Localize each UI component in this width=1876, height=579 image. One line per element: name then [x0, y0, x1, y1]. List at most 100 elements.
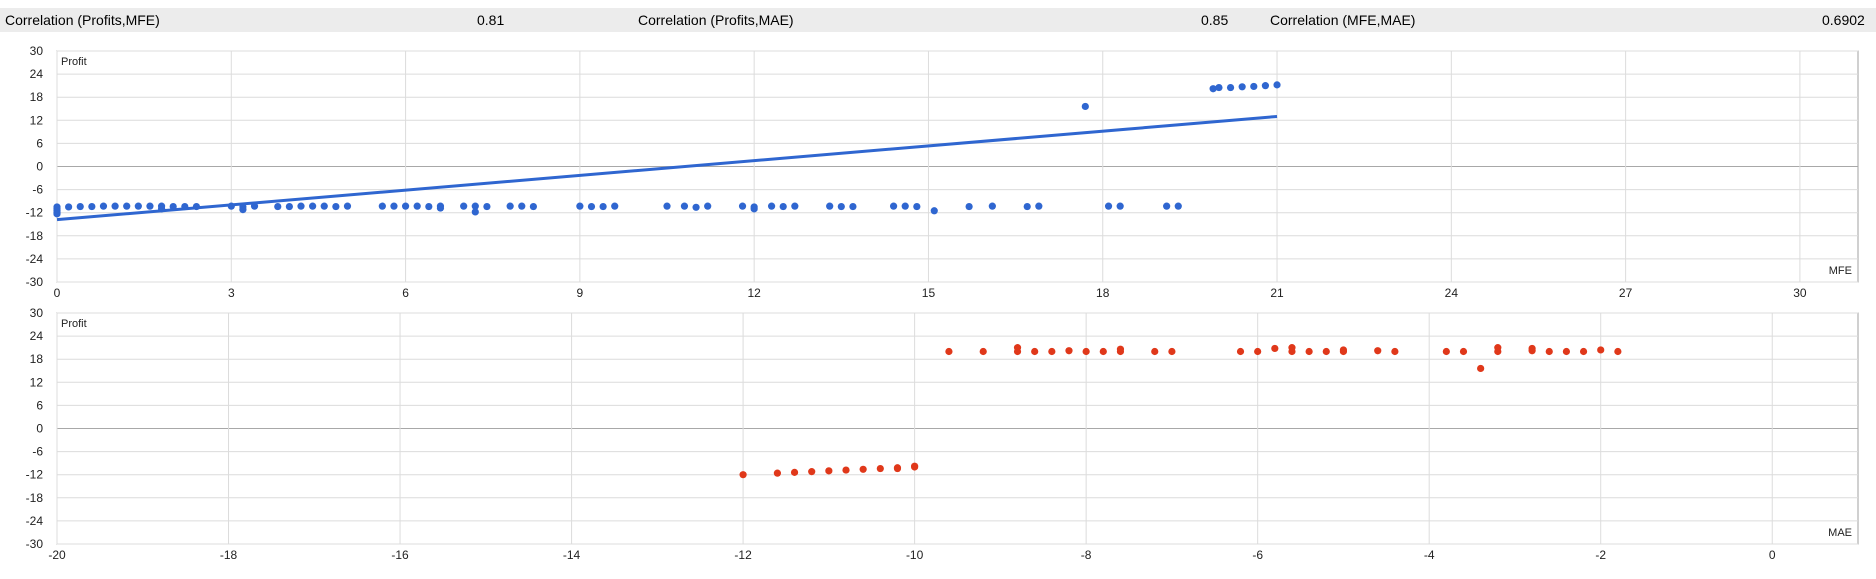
mfe-data-point: [297, 202, 305, 210]
mae-y-tick-label: 30: [30, 306, 44, 320]
mfe-x-axis-label: MFE: [1829, 265, 1852, 277]
mae-data-point: [1116, 345, 1125, 353]
mae-data-point: [1528, 344, 1536, 353]
mae-data-point: [945, 347, 953, 356]
mfe-data-point: [599, 202, 607, 211]
mfe-data-point: [460, 202, 468, 210]
mae-x-tick-label: -16: [391, 548, 409, 562]
mae-y-tick-label: -12: [26, 468, 44, 482]
mae-data-point: [1374, 347, 1382, 355]
mae-data-point: [1099, 347, 1107, 356]
mfe-data-point: [239, 206, 247, 214]
mfe-data-point: [111, 202, 119, 210]
mfe-data-point: [1104, 202, 1113, 210]
mae-data-point: [1305, 347, 1313, 356]
mae-data-point: [1236, 347, 1245, 356]
mfe-data-point: [1209, 85, 1217, 93]
mfe-data-point: [965, 202, 973, 211]
mfe-x-tick-label: 9: [577, 286, 584, 300]
mfe-data-point: [332, 202, 340, 211]
mfe-data-point: [285, 202, 293, 211]
mae-data-point: [1048, 347, 1056, 356]
mfe-data-point: [680, 202, 689, 210]
mfe-y-tick-label: -6: [32, 183, 43, 197]
mfe-data-point: [250, 202, 259, 210]
mfe-data-point: [123, 202, 131, 210]
mae-y-tick-label: 6: [36, 398, 43, 412]
mfe-data-point: [401, 202, 410, 210]
mfe-data-point: [738, 202, 747, 210]
mfe-data-point: [390, 202, 398, 210]
mfe-data-point: [767, 202, 776, 210]
mae-y-tick-label: -6: [32, 445, 43, 459]
mae-x-tick-label: -10: [906, 548, 924, 562]
mfe-y-tick-label: 0: [36, 160, 43, 174]
mae-y-tick-label: 24: [30, 329, 44, 343]
mfe-data-point: [471, 202, 479, 210]
mae-data-point: [1579, 347, 1588, 356]
mfe-data-point: [826, 202, 834, 210]
mae-y-axis-label: Profit: [61, 318, 87, 330]
mae-data-point: [1391, 347, 1399, 356]
mfe-data-point: [1116, 202, 1124, 210]
corr-mfe-mae-label: Correlation (MFE,MAE): [1270, 12, 1416, 28]
mfe-data-point: [849, 202, 857, 211]
mae-data-point: [1254, 347, 1262, 356]
mfe-y-tick-label: 24: [30, 67, 44, 81]
mfe-data-point: [169, 202, 177, 211]
mfe-data-point: [889, 202, 898, 210]
mae-data-point: [1065, 347, 1073, 355]
mfe-data-point: [1273, 81, 1281, 89]
mae-data-point: [893, 464, 902, 473]
mfe-data-point: [988, 202, 996, 210]
mfe-data-point: [1250, 82, 1258, 91]
mfe-data-point: [913, 202, 921, 211]
mfe-y-axis-label: Profit: [61, 56, 87, 68]
mfe-data-point: [529, 202, 537, 211]
mfe-data-point: [1174, 202, 1182, 210]
mfe-x-tick-label: 18: [1096, 286, 1110, 300]
corr-profits-mae-label: Correlation (Profits,MAE): [638, 12, 794, 28]
mae-data-point: [1168, 347, 1176, 356]
mae-data-point: [876, 464, 884, 473]
mfe-y-tick-label: 12: [30, 113, 44, 127]
mfe-x-tick-label: 24: [1445, 286, 1459, 300]
mfe-data-point: [1163, 202, 1171, 210]
mfe-data-point: [88, 202, 96, 211]
mae-data-point: [1494, 344, 1502, 352]
mfe-data-point: [378, 202, 386, 210]
mfe-data-point: [65, 203, 73, 211]
mfe-data-point: [1081, 102, 1089, 111]
mfe-data-point: [704, 202, 712, 210]
mfe-data-point: [76, 202, 84, 211]
mae-data-point: [773, 469, 782, 477]
mfe-y-tick-label: -18: [26, 229, 44, 243]
mfe-data-point: [134, 202, 142, 210]
mfe-data-point: [483, 202, 491, 211]
mae-data-point: [1442, 347, 1450, 356]
mfe-data-point: [99, 202, 108, 210]
mae-data-point: [1082, 347, 1090, 356]
mfe-x-tick-label: 3: [228, 286, 235, 300]
mfe-trendline: [56, 114, 1278, 222]
mfe-data-point: [1238, 83, 1246, 91]
mfe-y-tick-label: 6: [36, 136, 43, 150]
mfe-y-tick-label: -12: [26, 206, 44, 220]
mfe-data-point: [320, 202, 328, 210]
mae-data-point: [1545, 347, 1553, 356]
mae-x-tick-label: -2: [1595, 548, 1606, 562]
mae-y-tick-label: -30: [26, 537, 44, 551]
mae-data-point: [790, 468, 799, 476]
correlation-stats-bar: Correlation (Profits,MFE) 0.81 Correlati…: [0, 8, 1876, 32]
mae-data-point: [1288, 344, 1296, 352]
mfe-data-point: [576, 202, 584, 210]
mfe-data-point: [471, 208, 479, 216]
mfe-data-point: [837, 202, 845, 211]
mae-x-tick-label: -8: [1081, 548, 1092, 562]
mfe-data-point: [611, 202, 619, 210]
mae-data-point: [1031, 347, 1039, 356]
mfe-data-point: [1035, 202, 1043, 210]
mae-y-tick-label: 18: [30, 352, 44, 366]
